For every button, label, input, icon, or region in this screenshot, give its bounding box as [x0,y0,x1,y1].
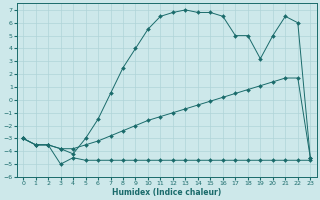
X-axis label: Humidex (Indice chaleur): Humidex (Indice chaleur) [112,188,221,197]
